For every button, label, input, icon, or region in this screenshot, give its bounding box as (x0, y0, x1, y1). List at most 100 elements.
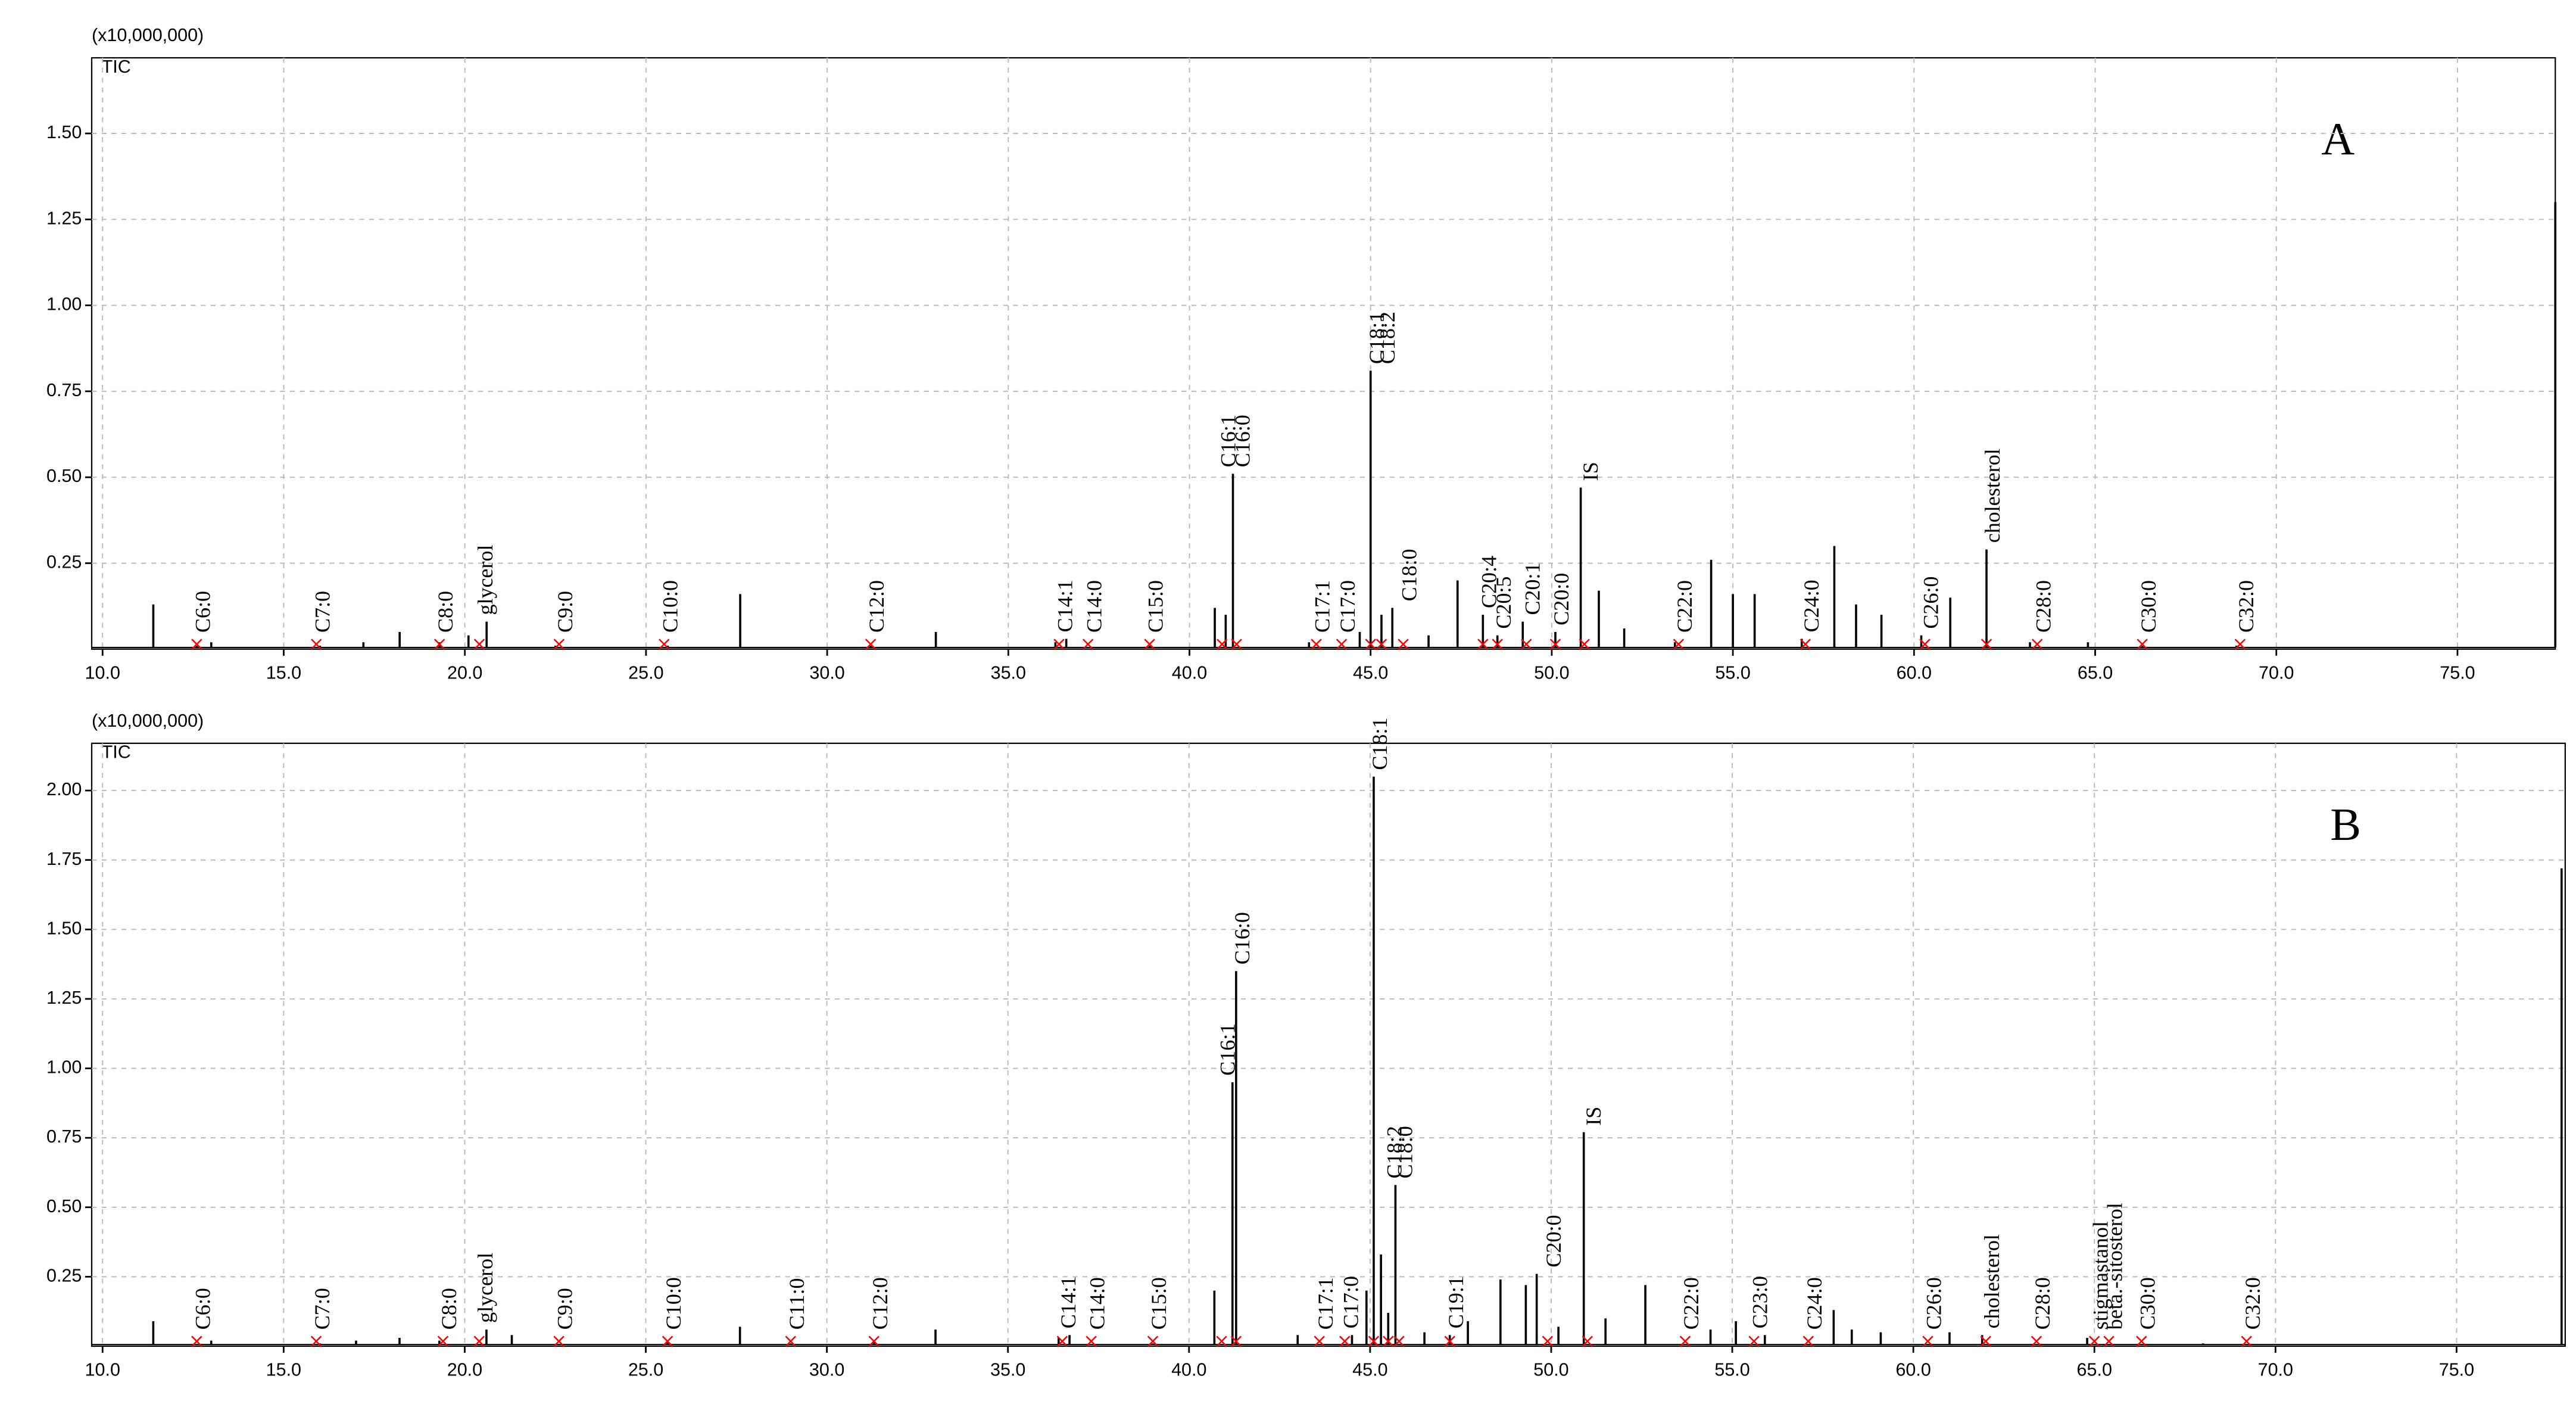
y-tick-label: 1.25 (46, 208, 82, 228)
peak-marker (553, 639, 565, 650)
peak-label: stigmastanol (2088, 1221, 2112, 1330)
peak-label: C7:0 (310, 1288, 334, 1330)
peak-marker (1444, 1335, 1455, 1347)
peak-label: C14:0 (1082, 580, 1106, 633)
peak-marker (1147, 1335, 1159, 1347)
peak-label: C10:0 (658, 580, 682, 633)
peak-marker (1144, 639, 1155, 650)
peak-marker (1086, 1335, 1097, 1347)
peak-label: C18:0 (1398, 549, 1421, 601)
x-tick-label: 30.0 (809, 1360, 844, 1380)
peak-marker (1339, 1335, 1351, 1347)
peak-marker (1398, 639, 1409, 650)
x-tick-label: 45.0 (1352, 1360, 1387, 1380)
peak-label: C9:0 (553, 1288, 577, 1330)
peak-marker (1217, 639, 1228, 650)
x-tick-label: 10.0 (85, 662, 120, 683)
peak-marker (1542, 1335, 1554, 1347)
peak-label: C24:0 (1802, 1277, 1826, 1330)
peak-marker (1549, 639, 1561, 650)
peak-marker (191, 1335, 202, 1347)
y-tick-label: 1.50 (46, 122, 82, 142)
y-tick-label: 0.25 (46, 1265, 82, 1285)
y-tick-label: 0.50 (46, 1196, 82, 1216)
plot-frame (91, 57, 2556, 650)
peak-label: C30:0 (2137, 580, 2160, 633)
peak-marker (1314, 1335, 1325, 1347)
y-tick-label: 1.00 (46, 294, 82, 315)
peak-marker (311, 639, 322, 650)
peak-label: C20:1 (1520, 562, 1544, 615)
y-unit: (x10,000,000) (92, 711, 204, 731)
peak-label: IS (1579, 462, 1602, 481)
peak-label: C16:0 (1230, 912, 1254, 964)
x-tick-label: 20.0 (447, 662, 482, 683)
peak-label: beta.-sitosterol (2103, 1203, 2127, 1330)
x-tick-label: 25.0 (628, 1360, 663, 1380)
peak-marker (2089, 1335, 2100, 1347)
peak-marker (1231, 639, 1242, 650)
peak-label: C32:0 (2241, 1277, 2265, 1330)
peak-label: C16:1 (1216, 1023, 1240, 1076)
peak-marker (1393, 1335, 1405, 1347)
peak-label: C18:1 (1368, 718, 1392, 770)
peak-marker (434, 639, 445, 650)
x-tick-label: 75.0 (2440, 662, 2475, 683)
peak-label: C24:0 (1800, 580, 1823, 632)
x-tick-label: 50.0 (1533, 1360, 1568, 1380)
peak-label: C10:0 (662, 1277, 685, 1330)
y-tick-label: 2.00 (46, 779, 82, 799)
peak-label: C11:0 (785, 1278, 809, 1330)
peak-label: C23:0 (1748, 1276, 1772, 1328)
peak-marker (2137, 639, 2148, 650)
peak-label: C26:0 (1922, 1277, 1946, 1330)
peak-marker (2031, 1335, 2042, 1347)
x-tick-label: 65.0 (2078, 662, 2113, 683)
peak-label: C15:0 (1144, 580, 1168, 633)
peak-marker (1673, 639, 1685, 650)
x-tick-label: 40.0 (1172, 662, 1207, 683)
peak-label: C18:2 (1376, 312, 1399, 364)
peak-label: C28:0 (2031, 1277, 2054, 1330)
y-tick-label: 1.75 (46, 849, 82, 869)
peak-label: C9:0 (553, 591, 577, 633)
peak-marker (1336, 639, 1348, 650)
peak-marker (1056, 1335, 1068, 1347)
peak-marker (1376, 639, 1387, 650)
signal-label: TIC (102, 57, 131, 77)
peak-marker (310, 1335, 322, 1347)
peak-marker (1579, 639, 1590, 650)
x-tick-label: 45.0 (1353, 662, 1388, 683)
peak-label: C6:0 (191, 1288, 215, 1330)
panel-label: A (2321, 113, 2354, 164)
peak-marker (2103, 1335, 2115, 1347)
peak-marker (191, 639, 202, 650)
panel-label: B (2330, 799, 2361, 850)
y-tick-label: 1.25 (46, 988, 82, 1008)
peak-marker (553, 1335, 565, 1347)
x-tick-label: 15.0 (266, 1360, 301, 1380)
peak-marker (1311, 639, 1322, 650)
peak-label: C16:1 (1216, 415, 1240, 467)
peak-marker (1477, 639, 1489, 650)
peak-label: C22:0 (1673, 580, 1696, 633)
peak-label: C20:4 (1477, 556, 1501, 608)
x-tick-label: 75.0 (2439, 1360, 2474, 1380)
peak-marker (437, 1335, 449, 1347)
peak-label: C22:0 (1679, 1277, 1703, 1330)
peak-label: glycerol (473, 544, 497, 615)
x-tick-label: 50.0 (1534, 662, 1569, 683)
peak-label: C20:0 (1542, 1215, 1565, 1267)
peak-marker (2234, 639, 2246, 650)
peak-label: C8:0 (437, 1288, 461, 1330)
peak-label: C26:0 (1919, 576, 1943, 628)
x-tick-label: 20.0 (447, 1360, 482, 1380)
peak-label: C7:0 (310, 591, 334, 633)
peak-label: C17:1 (1314, 1277, 1337, 1330)
peak-marker (1383, 1335, 1394, 1347)
peak-marker (1582, 1335, 1593, 1347)
peak-marker (2241, 1335, 2252, 1347)
peak-marker (1365, 639, 1376, 650)
peak-label: C20:0 (1549, 573, 1573, 625)
